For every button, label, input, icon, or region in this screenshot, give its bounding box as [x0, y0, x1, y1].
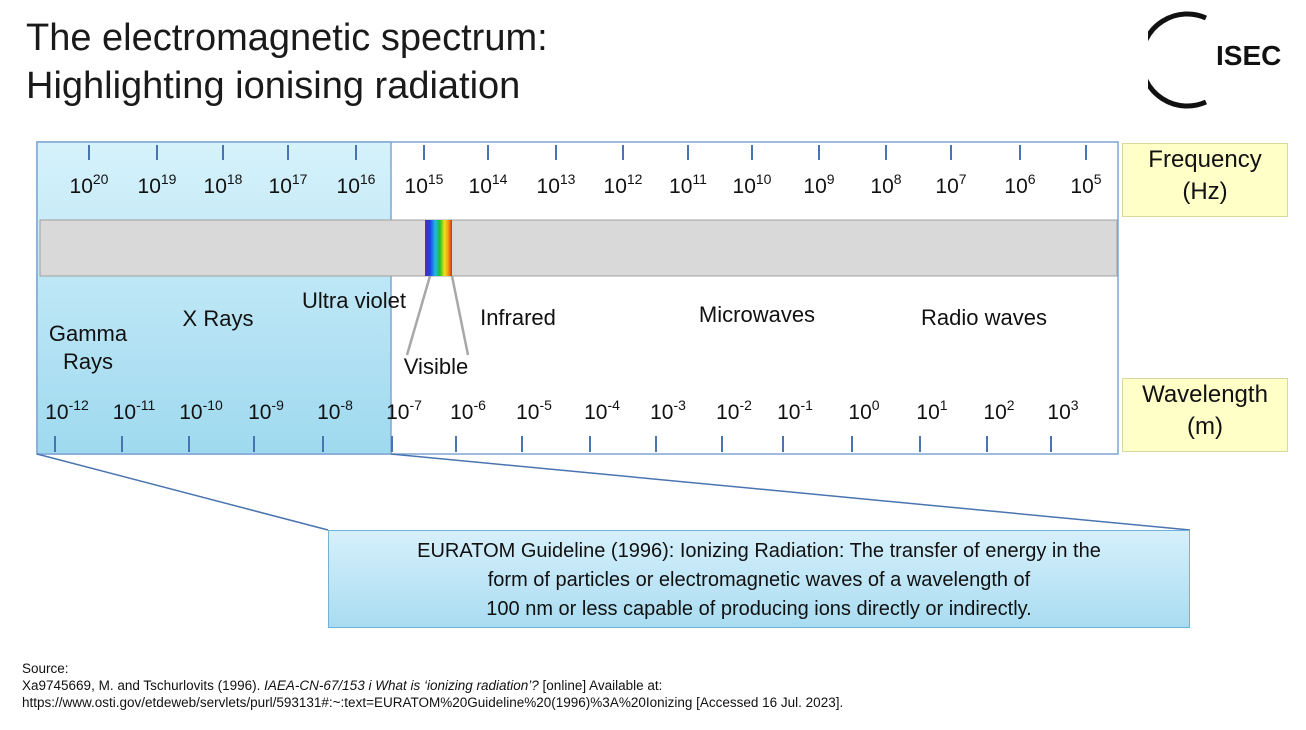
- wavelength-tick-label: 10-9: [248, 397, 284, 424]
- microwaves-label: Microwaves: [698, 302, 816, 327]
- frequency-label-line-2: (Hz): [1182, 178, 1228, 205]
- radio-waves-label: Radio waves: [921, 305, 1047, 330]
- wavelength-tick-label: 10-8: [317, 397, 353, 424]
- wavelength-tick-label: 10-10: [179, 397, 223, 424]
- wavelength-axis-label: Wavelength (m): [1122, 378, 1288, 452]
- note-line-3: 100 nm or less capable of producing ions…: [486, 598, 1032, 620]
- frequency-tick-label: 1013: [537, 171, 576, 198]
- frequency-tick-label: 106: [1004, 171, 1035, 198]
- frequency-tick-label: 1017: [269, 171, 308, 198]
- x-rays-label: X Rays: [182, 306, 254, 331]
- source-authors: Xa9745669, M. and Tschurlovits (1996).: [22, 678, 265, 693]
- source-heading: Source:: [22, 661, 69, 676]
- wavelength-label-line-1: Wavelength: [1142, 381, 1268, 408]
- infrared-label: Infrared: [480, 305, 556, 330]
- visible-pointer-left: [405, 275, 432, 356]
- callout-line-left: [36, 453, 329, 531]
- ionising-region: [36, 141, 392, 455]
- frequency-tick-label: 1020: [70, 171, 109, 198]
- note-line-1: EURATOM Guideline (1996): Ionizing Radia…: [417, 540, 1101, 562]
- frequency-tick-label: 1018: [204, 171, 243, 198]
- spectrum-band: [39, 219, 1118, 277]
- frequency-tick-label: 1011: [669, 171, 707, 198]
- wavelength-tick-label: 101: [916, 397, 947, 424]
- wavelength-tick-label: 10-6: [450, 397, 486, 424]
- source-title: IAEA-CN-67/153 i What is ‘ionizing radia…: [264, 678, 539, 693]
- frequency-tick-label: 1012: [604, 171, 643, 198]
- euratom-definition-box: EURATOM Guideline (1996): Ionizing Radia…: [328, 530, 1190, 628]
- source-citation: Source: Xa9745669, M. and Tschurlovits (…: [22, 660, 843, 711]
- visible-pointer-right: [450, 275, 470, 356]
- logo-text: ISEC: [1216, 40, 1282, 71]
- frequency-label-line-1: Frequency: [1148, 146, 1262, 173]
- wavelength-tick-label: 10-12: [45, 397, 89, 424]
- wavelength-tick-label: 103: [1047, 397, 1078, 424]
- wavelength-tick-label: 102: [983, 397, 1014, 424]
- wavelength-tick-label: 10-4: [584, 397, 620, 424]
- source-line-1: Xa9745669, M. and Tschurlovits (1996). I…: [22, 677, 843, 694]
- isec-logo-icon: [1148, 11, 1208, 109]
- wavelength-tick-label: 10-11: [113, 397, 156, 424]
- wavelength-tick-label: 100: [848, 397, 879, 424]
- source-availability: [online] Available at:: [538, 678, 663, 693]
- frequency-tick-label: 108: [870, 171, 901, 198]
- gamma-rays-label: Gamma Rays: [40, 320, 136, 376]
- wavelength-tick-label: 10-1: [777, 397, 813, 424]
- title-line-2: Highlighting ionising radiation: [26, 65, 521, 107]
- source-url[interactable]: https://www.osti.gov/etdeweb/servlets/pu…: [22, 695, 844, 710]
- frequency-axis-label: Frequency (Hz): [1122, 143, 1288, 217]
- wavelength-tick-label: 10-3: [650, 397, 686, 424]
- title-line-1: The electromagnetic spectrum:: [26, 17, 548, 59]
- wavelength-tick-label: 10-7: [386, 397, 422, 424]
- frequency-tick-label: 1010: [733, 171, 772, 198]
- frequency-tick-label: 1016: [337, 171, 376, 198]
- wavelength-tick-label: 10-2: [716, 397, 752, 424]
- wavelength-label-line-2: (m): [1187, 413, 1223, 440]
- frequency-tick-label: 1019: [138, 171, 177, 198]
- frequency-tick-label: 1014: [469, 171, 508, 198]
- gamma-label-line-1: Gamma: [48, 321, 128, 346]
- ultraviolet-label: Ultra violet: [302, 288, 406, 313]
- gamma-label-line-2: Rays: [62, 349, 114, 374]
- visible-light-band: [425, 220, 452, 276]
- callout-line-right: [390, 453, 1191, 531]
- frequency-tick-label: 109: [803, 171, 834, 198]
- wavelength-tick-label: 10-5: [516, 397, 552, 424]
- visible-label: Visible: [403, 354, 469, 379]
- frequency-tick-label: 105: [1070, 171, 1101, 198]
- frequency-tick-label: 1015: [405, 171, 444, 198]
- slide-title: The electromagnetic spectrum: Highlighti…: [26, 14, 548, 110]
- frequency-tick-label: 107: [935, 171, 966, 198]
- note-line-2: form of particles or electromagnetic wav…: [487, 569, 1031, 591]
